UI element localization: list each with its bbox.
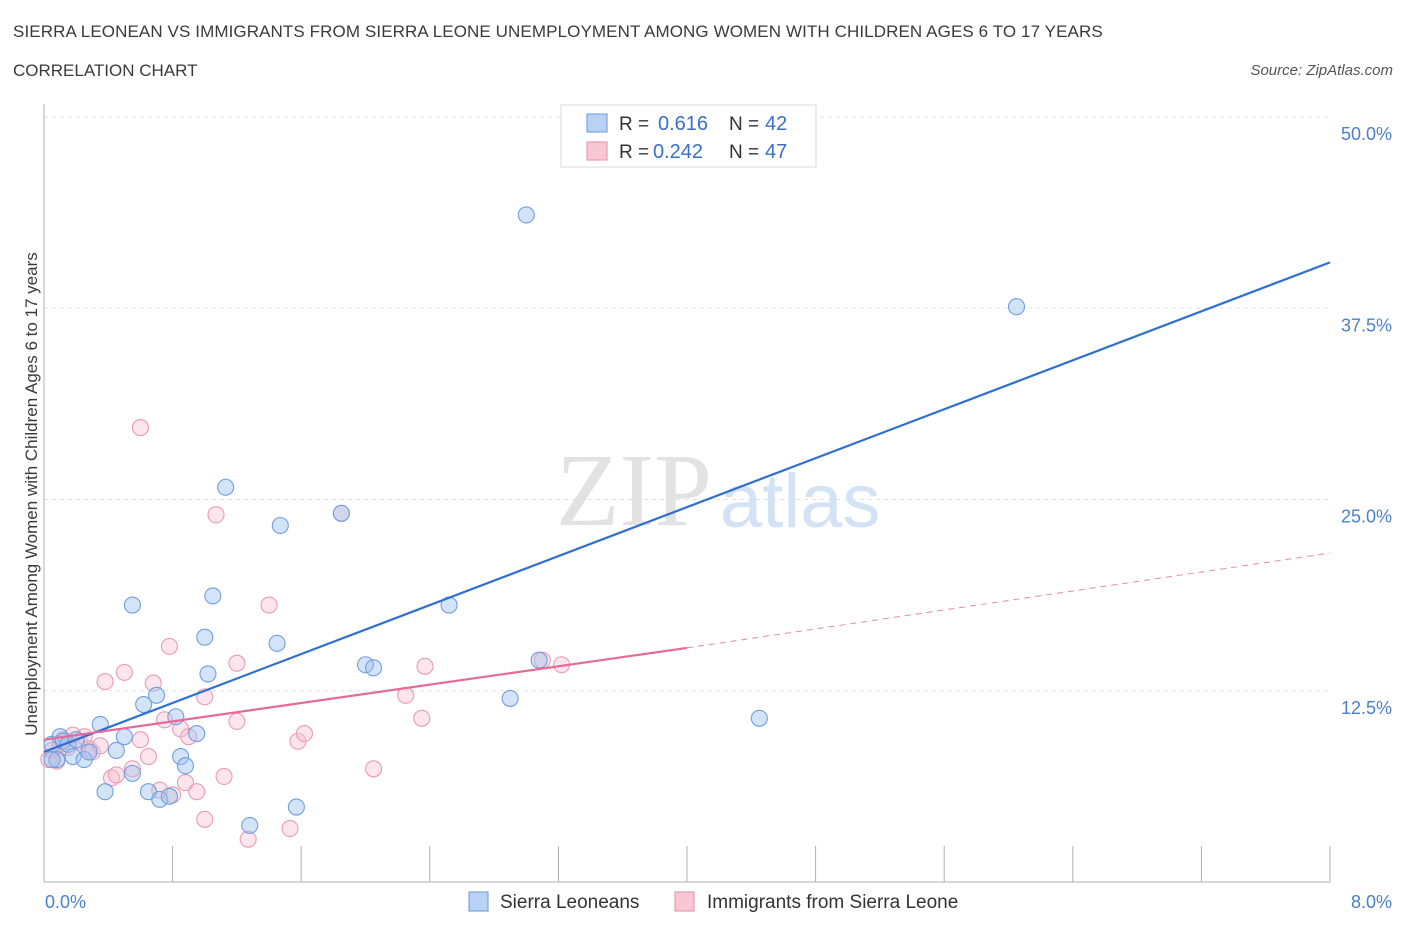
pink-point: [416, 657, 434, 675]
y-tick-label: 50.0%: [1341, 124, 1392, 144]
blue-point: [241, 816, 259, 834]
pink-point: [107, 766, 125, 784]
blue-n-label: N =: [729, 114, 759, 135]
legend-swatch-pink: [674, 891, 695, 912]
watermark-atlas: atlas: [720, 459, 881, 544]
blue-point: [43, 751, 61, 769]
blue-point: [107, 741, 125, 759]
y-tick-label: 37.5%: [1341, 315, 1392, 335]
pink-trend-line: [43, 646, 688, 741]
stats-box: R = 0.616 N = 42 R = 0.242 N = 47: [560, 104, 817, 168]
pink-point: [102, 769, 121, 787]
pink-points-layer: [40, 419, 571, 848]
pink-point: [215, 767, 233, 785]
pink-trend-extension: [686, 552, 1331, 649]
blue-n-value: 42: [765, 113, 787, 135]
blue-point: [217, 478, 235, 496]
blue-point: [501, 689, 519, 707]
y-tick-labels: 12.5% 25.0% 37.5% 50.0%: [1341, 124, 1392, 718]
y-tick-label: 12.5%: [1341, 698, 1392, 718]
blue-point: [199, 665, 217, 683]
pink-point: [281, 819, 299, 838]
blue-point: [1007, 298, 1026, 316]
blue-point: [115, 728, 133, 746]
legend: Sierra Leoneans Immigrants from Sierra L…: [468, 891, 958, 913]
pink-point: [160, 637, 178, 655]
pink-point: [228, 712, 246, 730]
pink-point: [115, 663, 133, 681]
pink-n-label: N =: [729, 142, 759, 163]
blue-point: [176, 757, 195, 775]
blue-point: [204, 587, 222, 605]
blue-point: [287, 798, 305, 816]
blue-swatch: [586, 113, 608, 133]
blue-point: [147, 686, 166, 704]
blue-point: [271, 516, 289, 535]
blue-point: [530, 651, 548, 669]
blue-trend-line: [43, 261, 1331, 753]
pink-point: [196, 810, 214, 828]
pink-point: [176, 773, 195, 792]
pink-r-value: 0.242: [653, 141, 703, 163]
x-tick-label: 8.0%: [1351, 892, 1392, 912]
legend-label-immigrants: Immigrants from Sierra Leone: [707, 892, 958, 913]
trend-lines: [43, 261, 1331, 753]
blue-point: [123, 596, 141, 614]
pink-swatch: [586, 141, 608, 161]
pink-r-label: R =: [619, 142, 649, 163]
pink-point: [295, 725, 313, 743]
stats-row-pink: R = 0.242 N = 47: [586, 141, 787, 163]
blue-point: [364, 659, 383, 677]
pink-point: [96, 673, 114, 691]
blue-point: [135, 695, 153, 714]
blue-point: [96, 783, 114, 801]
pink-point: [123, 760, 141, 778]
stats-row-blue: R = 0.616 N = 42: [586, 113, 787, 135]
blue-point: [123, 764, 141, 782]
blue-point: [172, 747, 190, 766]
y-axis-label: Unemployment Among Women with Children A…: [22, 252, 41, 736]
blue-point: [188, 725, 206, 743]
pink-point: [139, 747, 158, 766]
blue-point: [160, 787, 178, 805]
blue-point: [196, 628, 214, 646]
pink-point: [188, 783, 206, 801]
legend-swatch-blue: [468, 891, 489, 912]
blue-point: [750, 709, 768, 727]
blue-point: [332, 504, 350, 522]
source-credit: Source: ZipAtlas.com: [1250, 62, 1393, 79]
legend-label-sierra-leoneans: Sierra Leoneans: [500, 892, 639, 913]
blue-point: [80, 743, 98, 761]
axes: [43, 104, 1331, 883]
blue-point: [517, 206, 535, 224]
blue-point: [64, 747, 82, 766]
pink-point: [131, 731, 149, 749]
pink-point: [207, 506, 225, 524]
pink-point: [228, 654, 246, 672]
x-tick-label: 0.0%: [45, 892, 86, 912]
chart-subtitle: CORRELATION CHART: [13, 61, 198, 80]
blue-point: [48, 751, 66, 769]
pink-point: [413, 709, 431, 727]
pink-point: [260, 596, 278, 614]
blue-point: [151, 790, 169, 808]
blue-r-label: R =: [619, 114, 649, 135]
x-tick-labels: 0.0% 8.0%: [45, 892, 1392, 912]
legend-item-sierra-leoneans: Sierra Leoneans: [468, 891, 639, 913]
pink-point: [131, 419, 149, 437]
pink-point: [239, 830, 257, 848]
blue-r-value: 0.616: [658, 113, 708, 135]
pink-n-value: 47: [765, 141, 787, 163]
pink-point: [364, 760, 383, 778]
grid-lines: [44, 116, 1330, 692]
blue-points-layer: [43, 206, 1026, 834]
legend-item-immigrants: Immigrants from Sierra Leone: [674, 891, 958, 913]
y-tick-label: 25.0%: [1341, 507, 1392, 527]
chart-title: SIERRA LEONEAN VS IMMIGRANTS FROM SIERRA…: [13, 22, 1103, 41]
blue-point: [268, 634, 286, 652]
watermark-zip: ZIP: [556, 433, 712, 548]
